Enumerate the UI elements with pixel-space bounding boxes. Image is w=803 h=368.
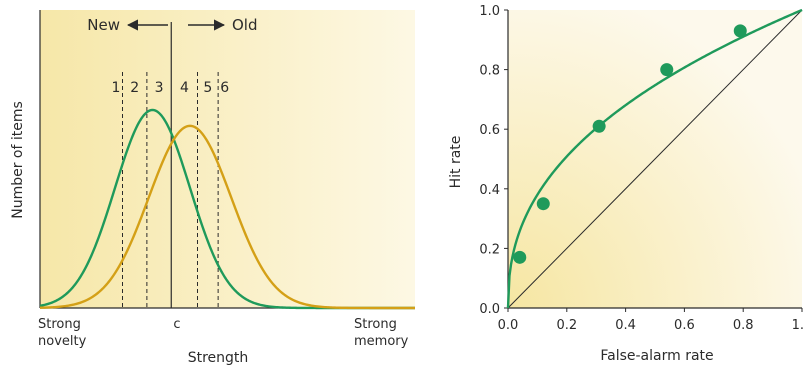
threshold-label-4: 4 [180, 80, 189, 96]
annotation-strong-memory-2: memory [354, 334, 409, 349]
x-tick-label: 0.6 [674, 318, 695, 333]
arrow-label-new: New [87, 16, 120, 34]
chance-diagonal-line [507, 9, 803, 309]
roc-point-1 [513, 250, 527, 264]
roc-curve [506, 8, 803, 309]
right-x-axis-label: False-alarm rate [600, 348, 713, 364]
x-tick-label: 0.8 [733, 318, 754, 333]
left-x-axis-label: Strength [188, 350, 249, 366]
threshold-label-3: 3 [155, 80, 164, 96]
roc-panel: 0.0 0.2 0.4 0.6 0.8 1.0 0.0 0.2 0.4 0.6 0.8 1.0 Fal… [448, 4, 803, 364]
x-tick-label: 0.0 [498, 318, 519, 333]
y-tick-label: 0.2 [479, 242, 500, 257]
arrow-label-old: Old [232, 16, 258, 34]
threshold-label-1: 1 [111, 80, 120, 96]
roc-point-3 [592, 119, 606, 133]
roc-point-5 [733, 24, 747, 38]
y-tick-label: 0.8 [479, 64, 500, 79]
y-tick-label: 0.4 [479, 183, 500, 198]
right-y-axis-label: Hit rate [448, 136, 464, 189]
roc-point-2 [536, 197, 550, 211]
left-y-axis-label: Number of items [10, 101, 26, 219]
y-tick-label: 0.0 [479, 302, 500, 317]
y-tick-label: 0.6 [479, 123, 500, 138]
threshold-label-2: 2 [130, 80, 139, 96]
threshold-label-6: 6 [220, 80, 229, 96]
annotation-strong-memory-1: Strong [354, 317, 397, 332]
annotation-strong-novelty-1: Strong [38, 317, 81, 332]
x-tick-label: 0.2 [556, 318, 577, 333]
x-tick-label: 1.0 [792, 318, 803, 333]
annotation-strong-novelty-2: novelty [38, 334, 87, 349]
x-tick-label: 0.4 [615, 318, 636, 333]
roc-point-4 [660, 63, 674, 77]
y-tick-label: 1.0 [479, 4, 500, 19]
threshold-label-5: 5 [203, 80, 212, 96]
annotation-criterion-c: c [173, 317, 180, 332]
left-plot-background [40, 10, 415, 308]
old-items-distribution-curve [39, 124, 415, 310]
